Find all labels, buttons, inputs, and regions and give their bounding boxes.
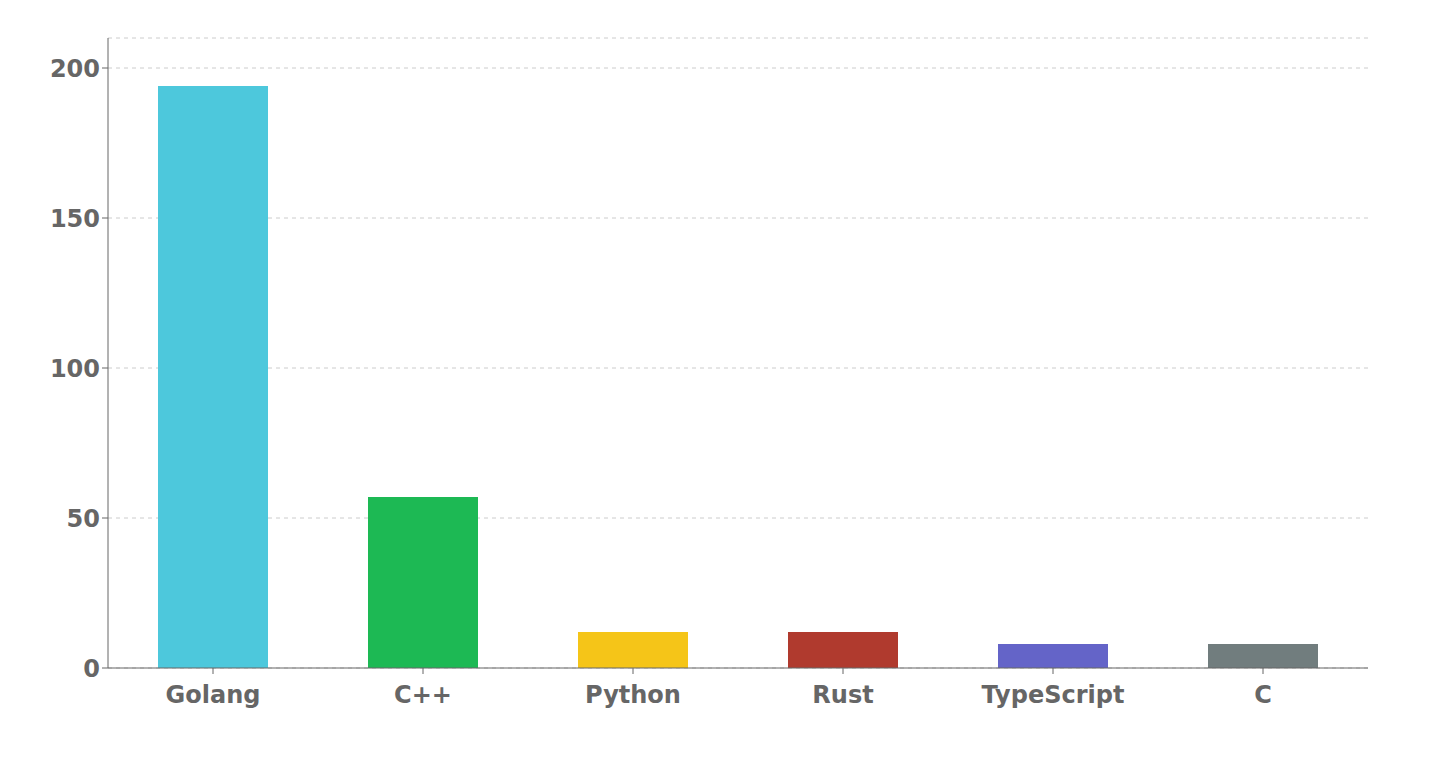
svg-text:Python: Python xyxy=(585,681,681,709)
svg-text:C++: C++ xyxy=(394,681,452,709)
svg-text:200: 200 xyxy=(50,55,100,83)
svg-text:Rust: Rust xyxy=(812,681,873,709)
svg-text:C: C xyxy=(1254,681,1272,709)
svg-text:50: 50 xyxy=(67,505,100,533)
svg-text:100: 100 xyxy=(50,355,100,383)
svg-text:Golang: Golang xyxy=(166,681,261,709)
svg-text:TypeScript: TypeScript xyxy=(982,681,1125,709)
svg-text:150: 150 xyxy=(50,205,100,233)
svg-text:0: 0 xyxy=(83,655,100,683)
